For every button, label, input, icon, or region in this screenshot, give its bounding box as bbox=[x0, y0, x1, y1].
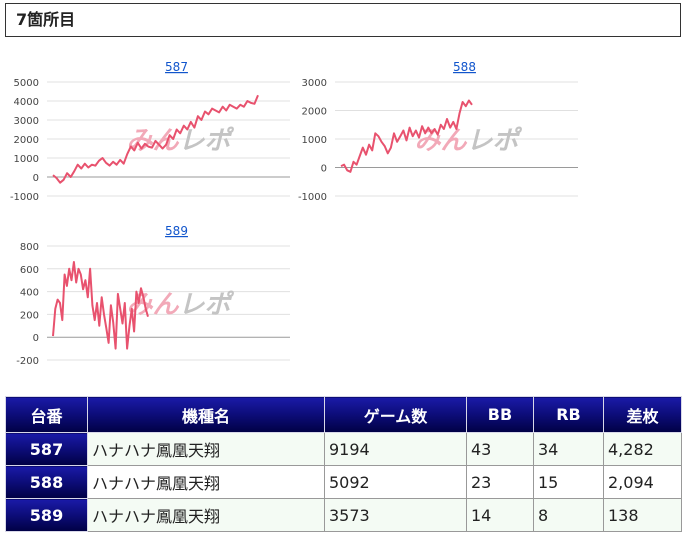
watermark-logo: みんレポ bbox=[414, 126, 522, 156]
difference: 4,282 bbox=[603, 432, 682, 466]
bb-count: 43 bbox=[466, 432, 534, 466]
chart-589: 589 800 600 400 200 0 -200 みんレポ bbox=[5, 219, 295, 369]
y-tick-label: 800 bbox=[20, 242, 39, 253]
machine-number[interactable]: 588 bbox=[5, 465, 88, 499]
header-machine-number: 台番 bbox=[5, 396, 88, 433]
machine-number[interactable]: 587 bbox=[5, 432, 88, 466]
chart-title-link[interactable]: 589 bbox=[165, 224, 188, 238]
header-rb: RB bbox=[533, 396, 604, 433]
chart-title-link[interactable]: 587 bbox=[165, 60, 188, 74]
chart-587: 587 5000 4000 3000 2000 1000 0 -1000 みんレポ bbox=[5, 55, 295, 205]
y-tick-label: 1000 bbox=[302, 135, 327, 146]
game-count: 5092 bbox=[324, 465, 467, 499]
header-model-name: 機種名 bbox=[87, 396, 325, 433]
machine-number[interactable]: 589 bbox=[5, 498, 88, 532]
table-row: 589 ハナハナ鳳凰天翔 3573 14 8 138 bbox=[5, 498, 682, 532]
y-tick-label: -200 bbox=[16, 356, 39, 367]
y-tick-label: 5000 bbox=[14, 78, 39, 89]
difference: 2,094 bbox=[603, 465, 682, 499]
y-tick-label: 3000 bbox=[14, 116, 39, 127]
difference: 138 bbox=[603, 498, 682, 532]
series-line bbox=[52, 261, 149, 350]
rb-count: 34 bbox=[533, 432, 604, 466]
y-tick-label: 0 bbox=[33, 333, 39, 344]
y-tick-label: 3000 bbox=[302, 78, 327, 89]
series-line bbox=[340, 99, 473, 173]
header-bb: BB bbox=[466, 396, 534, 433]
bb-count: 23 bbox=[466, 465, 534, 499]
y-tick-label: 4000 bbox=[14, 97, 39, 108]
bb-count: 14 bbox=[466, 498, 534, 532]
game-count: 3573 bbox=[324, 498, 467, 532]
y-tick-label: 600 bbox=[20, 265, 39, 276]
y-tick-label: 2000 bbox=[302, 107, 327, 118]
rb-count: 15 bbox=[533, 465, 604, 499]
y-tick-label: 200 bbox=[20, 310, 39, 321]
machine-table: 台番 機種名 ゲーム数 BB RB 差枚 587 ハナハナ鳳凰天翔 9194 4… bbox=[5, 396, 682, 532]
model-name: ハナハナ鳳凰天翔 bbox=[87, 498, 325, 532]
watermark-logo: みんレポ bbox=[126, 126, 234, 156]
chart-title-link[interactable]: 588 bbox=[453, 60, 476, 74]
model-name: ハナハナ鳳凰天翔 bbox=[87, 432, 325, 466]
table-row: 588 ハナハナ鳳凰天翔 5092 23 15 2,094 bbox=[5, 465, 682, 499]
chart-588: 588 3000 2000 1000 0 -1000 みんレポ bbox=[293, 55, 583, 205]
model-name: ハナハナ鳳凰天翔 bbox=[87, 465, 325, 499]
y-tick-label: -1000 bbox=[298, 192, 327, 203]
chart-svg: 588 3000 2000 1000 0 -1000 みんレポ bbox=[298, 60, 578, 203]
series-line bbox=[52, 94, 259, 184]
y-tick-label: 1000 bbox=[14, 154, 39, 165]
table-row: 587 ハナハナ鳳凰天翔 9194 43 34 4,282 bbox=[5, 432, 682, 466]
y-tick-label: 0 bbox=[33, 173, 39, 184]
y-tick-label: 2000 bbox=[14, 135, 39, 146]
table-header-row: 台番 機種名 ゲーム数 BB RB 差枚 bbox=[5, 396, 682, 433]
y-tick-label: 0 bbox=[321, 164, 327, 175]
section-title: 7箇所目 bbox=[5, 3, 681, 37]
y-tick-label: -1000 bbox=[10, 192, 39, 203]
header-difference: 差枚 bbox=[603, 396, 682, 433]
chart-svg: 587 5000 4000 3000 2000 1000 0 -1000 みんレポ bbox=[10, 60, 290, 203]
rb-count: 8 bbox=[533, 498, 604, 532]
y-tick-label: 400 bbox=[20, 288, 39, 299]
header-game-count: ゲーム数 bbox=[324, 396, 467, 433]
game-count: 9194 bbox=[324, 432, 467, 466]
